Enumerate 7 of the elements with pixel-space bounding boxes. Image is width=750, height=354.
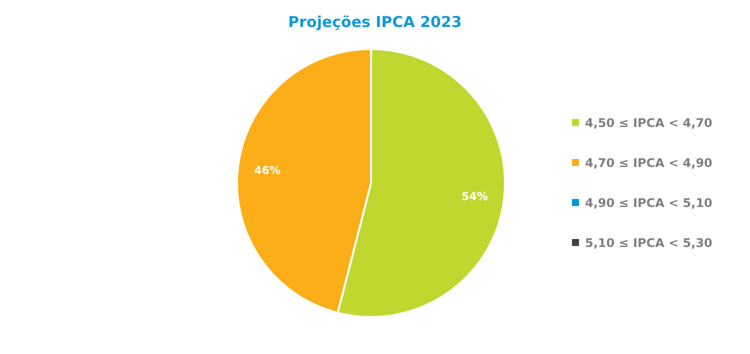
legend-label: 4,50 ≤ IPCA < 4,70 <box>585 116 712 130</box>
legend-label: 5,10 ≤ IPCA < 5,30 <box>585 236 712 250</box>
data-label: 54% <box>462 190 488 204</box>
legend-label: 4,90 ≤ IPCA < 5,10 <box>585 196 712 210</box>
legend-label: 4,70 ≤ IPCA < 4,90 <box>585 156 712 170</box>
data-label: 46% <box>254 164 280 177</box>
chart-title: Projeções IPCA 2023 <box>288 13 462 31</box>
